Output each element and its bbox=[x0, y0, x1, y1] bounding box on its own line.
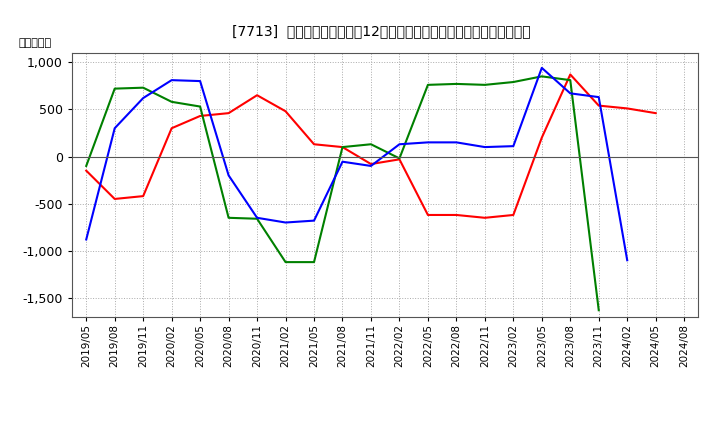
営業CF bbox=[82, 168, 91, 173]
投資CF bbox=[566, 77, 575, 83]
投資CF bbox=[537, 74, 546, 79]
フリーCF bbox=[196, 78, 204, 84]
Text: [7713]  キャッシュフローの12か月移動合計の対前年同期増減額の推移: [7713] キャッシュフローの12か月移動合計の対前年同期増減額の推移 bbox=[233, 24, 531, 38]
投資CF bbox=[366, 142, 375, 147]
フリーCF bbox=[537, 65, 546, 70]
フリーCF bbox=[452, 140, 461, 145]
投資CF bbox=[253, 216, 261, 221]
投資CF bbox=[423, 82, 432, 88]
フリーCF bbox=[480, 144, 489, 150]
営業CF bbox=[509, 213, 518, 218]
投資CF bbox=[167, 99, 176, 104]
営業CF bbox=[225, 110, 233, 116]
営業CF bbox=[338, 144, 347, 150]
投資CF bbox=[139, 85, 148, 90]
投資CF bbox=[282, 260, 290, 265]
フリーCF bbox=[566, 91, 575, 96]
投資CF bbox=[110, 86, 119, 91]
営業CF bbox=[167, 125, 176, 131]
投資CF bbox=[395, 156, 404, 161]
投資CF bbox=[310, 260, 318, 265]
フリーCF bbox=[623, 257, 631, 263]
投資CF bbox=[82, 163, 91, 169]
フリーCF bbox=[509, 143, 518, 149]
営業CF bbox=[623, 106, 631, 111]
営業CF bbox=[595, 103, 603, 108]
フリーCF bbox=[395, 142, 404, 147]
投資CF bbox=[480, 82, 489, 88]
フリーCF bbox=[225, 173, 233, 178]
営業CF bbox=[652, 110, 660, 116]
Legend: 営業CF, 投資CF, フリーCF: 営業CF, 投資CF, フリーCF bbox=[243, 434, 528, 440]
Line: 投資CF: 投資CF bbox=[86, 77, 599, 310]
営業CF bbox=[310, 142, 318, 147]
Text: （百万円）: （百万円） bbox=[19, 37, 52, 48]
営業CF bbox=[423, 213, 432, 218]
営業CF bbox=[282, 109, 290, 114]
投資CF bbox=[595, 308, 603, 313]
営業CF bbox=[110, 196, 119, 202]
フリーCF bbox=[282, 220, 290, 225]
フリーCF bbox=[310, 218, 318, 223]
営業CF bbox=[366, 161, 375, 167]
フリーCF bbox=[595, 95, 603, 100]
営業CF bbox=[480, 215, 489, 220]
フリーCF bbox=[338, 159, 347, 165]
フリーCF bbox=[167, 77, 176, 83]
フリーCF bbox=[82, 237, 91, 242]
営業CF bbox=[395, 157, 404, 162]
投資CF bbox=[225, 215, 233, 220]
営業CF bbox=[196, 114, 204, 119]
フリーCF bbox=[253, 215, 261, 220]
フリーCF bbox=[110, 125, 119, 131]
投資CF bbox=[452, 81, 461, 87]
Line: 営業CF: 営業CF bbox=[86, 74, 656, 218]
フリーCF bbox=[366, 163, 375, 169]
投資CF bbox=[509, 79, 518, 84]
営業CF bbox=[253, 92, 261, 98]
営業CF bbox=[537, 135, 546, 140]
フリーCF bbox=[423, 140, 432, 145]
Line: フリーCF: フリーCF bbox=[86, 68, 627, 260]
営業CF bbox=[139, 194, 148, 199]
投資CF bbox=[196, 104, 204, 109]
営業CF bbox=[566, 72, 575, 77]
フリーCF bbox=[139, 95, 148, 101]
営業CF bbox=[452, 213, 461, 218]
投資CF bbox=[338, 144, 347, 150]
